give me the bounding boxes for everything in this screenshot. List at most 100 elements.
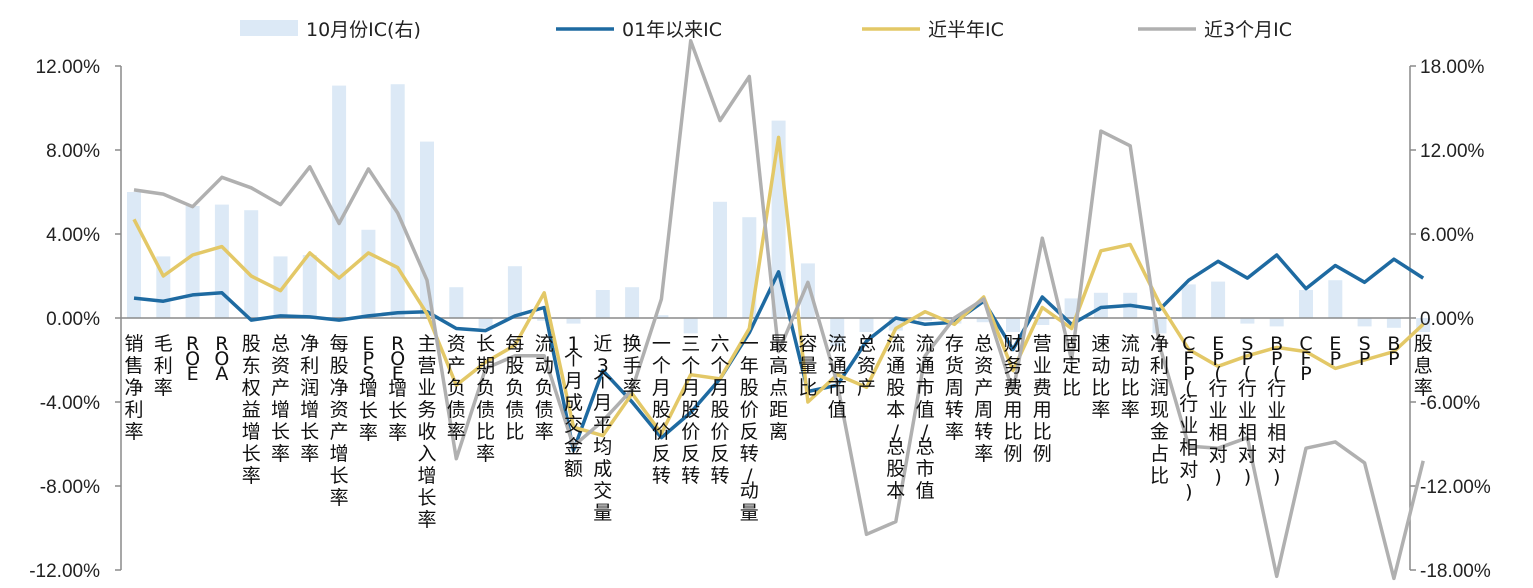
category-label-17: 换手率	[623, 333, 642, 399]
category-label-21: 一年股价反转/动量	[740, 333, 759, 524]
left-tick-label-0: 12.00%	[36, 57, 101, 78]
legend-label-0: 10月份IC(右)	[306, 19, 421, 41]
category-label-23: 容量比	[798, 333, 817, 399]
left-tick-label-1: 8.00%	[46, 141, 100, 162]
bar-30	[1006, 318, 1020, 332]
category-label-25: 总资产	[857, 333, 876, 399]
left-tick-label-6: -12.00%	[29, 561, 100, 582]
bar-31	[1035, 318, 1050, 325]
right-tick-label-4: -6.00%	[1420, 393, 1480, 414]
bar-37	[1211, 281, 1226, 318]
bar-2	[185, 206, 200, 318]
series-line-2	[133, 39, 1425, 581]
bar-42	[1357, 318, 1372, 327]
series-line-0	[133, 253, 1425, 453]
category-label-22: 最高点距离	[769, 333, 788, 443]
bar-33	[1093, 292, 1108, 318]
right-tick-label-1: 12.00%	[1420, 141, 1485, 162]
category-label-44: 股息率	[1414, 333, 1433, 399]
category-label-31: 营业费用比例	[1033, 333, 1052, 465]
bar-4	[244, 210, 259, 318]
bar-38	[1240, 318, 1255, 324]
bar-10	[420, 141, 434, 318]
category-label-36: C F P (行业相对)	[1179, 333, 1198, 503]
bar-8	[361, 229, 376, 318]
bar-23	[800, 263, 815, 318]
left-tick-label-4: -4.00%	[40, 393, 100, 414]
category-label-19: 三个月股价反转	[681, 333, 700, 487]
bar-11	[449, 287, 464, 318]
category-label-4: 股东权益增长率	[242, 333, 261, 487]
bar-7	[332, 85, 347, 318]
left-tick-label-5: -8.00%	[40, 477, 100, 498]
bar-16	[595, 290, 610, 318]
category-label-0: 销售净利率	[124, 333, 143, 443]
right-tick-label-6: -18.00%	[1420, 561, 1491, 582]
category-label-8: E P S 增长率	[359, 333, 378, 444]
category-label-38: S P (行业相对)	[1238, 333, 1257, 488]
bar-15	[566, 318, 581, 324]
category-label-29: 总资产周转率	[974, 333, 993, 465]
category-label-37: E P (行业相对)	[1209, 333, 1228, 488]
category-label-13: 每股负债比	[505, 333, 524, 443]
category-label-28: 存货周转率	[945, 333, 964, 443]
category-label-9: R O E 增长率	[388, 333, 407, 444]
category-label-5: 总资产增长率	[271, 333, 290, 465]
category-label-34: 流动比率	[1121, 333, 1140, 421]
bar-14	[537, 318, 552, 321]
category-label-12: 长期负债比率	[476, 333, 495, 465]
bar-39	[1269, 318, 1284, 327]
bar-40	[1299, 290, 1313, 318]
legend-label-1: 01年以来IC	[622, 19, 722, 41]
bar-41	[1328, 280, 1343, 318]
category-label-7: 每股净资产增长率	[330, 333, 349, 509]
bar-18	[654, 315, 669, 318]
bar-17	[625, 287, 640, 318]
legend-swatch-0	[240, 20, 298, 36]
category-label-11: 资产负债率	[447, 333, 466, 443]
bar-29	[976, 318, 991, 323]
bar-24	[830, 318, 845, 346]
bar-36	[1181, 284, 1196, 318]
category-label-14: 流动负债率	[535, 333, 554, 443]
bar-32	[1064, 298, 1079, 318]
series-line-1	[132, 135, 1425, 438]
bar-27	[918, 318, 933, 321]
category-label-15: 1 个月成交金额	[564, 333, 583, 480]
category-label-6: 净利润增长率	[300, 333, 319, 465]
bar-43	[1386, 318, 1401, 328]
bar-25	[859, 318, 874, 332]
right-tick-label-0: 18.00%	[1420, 57, 1485, 78]
category-label-18: 一个月股价反转	[652, 333, 671, 487]
category-label-16: 近 3 个月平均成交量	[593, 333, 612, 524]
category-label-20: 六个月股价反转	[710, 333, 729, 487]
bar-6	[302, 255, 317, 318]
legend-label-3: 近3个月IC	[1204, 19, 1292, 41]
category-label-1: 毛利率	[154, 333, 173, 399]
right-tick-label-2: 6.00%	[1420, 225, 1474, 246]
category-label-32: 固定比	[1062, 333, 1081, 399]
bar-20	[713, 201, 727, 318]
bar-5	[273, 256, 288, 318]
category-label-10: 主营业务收入增长率	[417, 333, 436, 531]
right-tick-label-3: 0.00%	[1420, 309, 1474, 330]
category-label-24: 流通市值	[828, 333, 847, 421]
left-tick-label-3: 0.00%	[46, 309, 100, 330]
category-label-33: 速动比率	[1091, 333, 1110, 421]
bar-19	[683, 318, 698, 334]
left-tick-label-2: 4.00%	[46, 225, 100, 246]
right-tick-label-5: -12.00%	[1420, 477, 1491, 498]
category-label-26: 流通股本/总股本	[886, 333, 905, 502]
legend-label-2: 近半年IC	[928, 19, 1004, 41]
bar-9	[390, 84, 405, 318]
bar-3	[214, 204, 229, 318]
category-label-35: 净利润现金占比	[1150, 333, 1169, 487]
bar-21	[742, 217, 757, 318]
